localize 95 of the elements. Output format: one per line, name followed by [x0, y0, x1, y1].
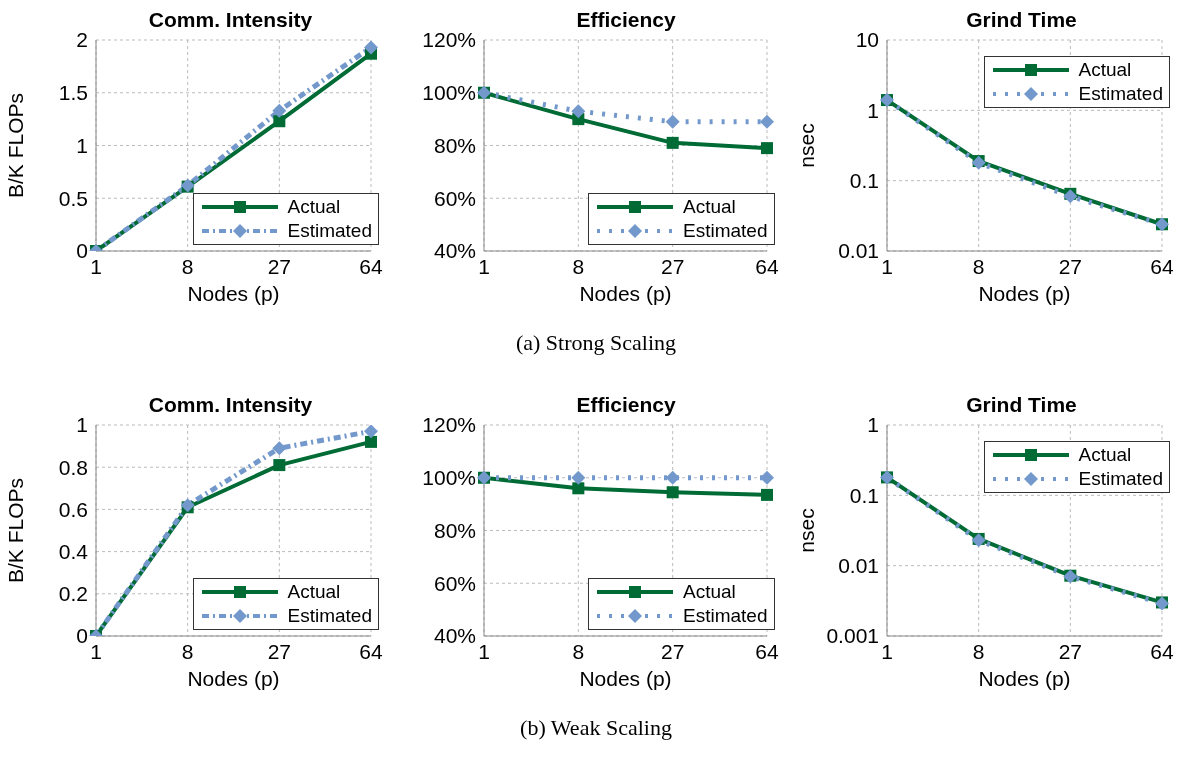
y-tick-label: 0.01: [838, 239, 879, 263]
point: [364, 40, 378, 55]
x-axis-title: Nodes (p): [578, 282, 672, 305]
x-tick-label: 27: [660, 254, 684, 278]
y-tick-label: 0.1: [849, 169, 879, 193]
x-axis-title: Nodes (p): [578, 667, 672, 690]
y-tick-label: 60%: [433, 186, 476, 210]
text: (b) Weak Scaling: [519, 715, 673, 741]
y-tick-label: 0.4: [58, 540, 89, 564]
text: (a) Strong Scaling: [514, 330, 678, 356]
y-tick-label: 80%: [433, 133, 476, 157]
chart-title: Grind Time: [966, 393, 1077, 416]
point: [273, 459, 286, 472]
y-tick-label: 0.8: [58, 455, 88, 479]
point: [666, 486, 679, 499]
y-tick-label: 100%: [421, 466, 476, 490]
legend-label: Estimated: [287, 220, 372, 242]
legend-label: Actual: [1078, 444, 1132, 466]
point: [760, 488, 773, 501]
point: [272, 103, 287, 118]
x-axis-title: Nodes (p): [187, 282, 280, 305]
legend-label: Estimated: [683, 605, 768, 627]
legend-label: Estimated: [1078, 468, 1163, 490]
y-tick-label: 1: [76, 133, 88, 157]
legend-label: Actual: [287, 196, 341, 218]
legend-label: Actual: [683, 581, 736, 603]
x-tick-label: 64: [359, 639, 383, 663]
point: [760, 142, 773, 155]
y-tick-label: 1: [867, 413, 879, 437]
x-tick-label: 64: [754, 639, 779, 663]
y-axis-title: B/K FLOPs: [4, 477, 28, 584]
point: [272, 441, 287, 456]
y-tick-label: 40%: [433, 624, 476, 648]
y-tick-label: 0: [76, 624, 88, 648]
y-tick-label: 0.2: [58, 582, 88, 606]
point: [570, 470, 585, 485]
x-tick-label: 64: [1150, 639, 1174, 663]
legend-label: Actual: [683, 196, 736, 218]
point: [665, 470, 680, 485]
point: [571, 482, 584, 495]
legend-label: Actual: [287, 581, 341, 603]
x-tick-label: 8: [972, 254, 985, 278]
x-axis-title: Nodes (p): [187, 667, 280, 690]
legend-label: Estimated: [1078, 83, 1163, 105]
y-tick-label: 1: [867, 98, 879, 122]
y-tick-label: 1: [76, 413, 88, 437]
y-tick-label: 120%: [421, 28, 476, 52]
legend-label: Estimated: [287, 605, 372, 627]
point: [665, 114, 680, 129]
legend-label: Actual: [1078, 59, 1132, 81]
point: [273, 115, 286, 128]
y-tick-label: 120%: [421, 413, 476, 437]
point: [570, 104, 585, 119]
point: [759, 114, 774, 129]
y-tick-label: 0.5: [58, 186, 88, 210]
legend-label: Estimated: [683, 220, 768, 242]
x-tick-label: 27: [267, 254, 292, 278]
y-tick-label: 0: [76, 239, 88, 263]
y-tick-label: 0.001: [826, 624, 879, 648]
point: [666, 136, 679, 149]
x-tick-label: 27: [267, 639, 292, 663]
x-tick-label: 8: [972, 639, 985, 663]
y-tick-label: 60%: [433, 571, 476, 595]
x-tick-label: 27: [660, 639, 684, 663]
x-axis-title: Nodes (p): [978, 282, 1071, 305]
y-axis-title: nsec: [795, 123, 819, 168]
point: [1063, 189, 1078, 204]
chart-title: Grind Time: [966, 8, 1077, 31]
x-tick-label: 64: [359, 254, 383, 278]
x-tick-label: 27: [1058, 639, 1083, 663]
x-tick-label: 27: [1058, 254, 1083, 278]
y-axis-title: B/K FLOPs: [4, 92, 28, 199]
y-tick-label: 1.5: [58, 81, 88, 105]
x-tick-label: 8: [571, 639, 584, 663]
chart-title: Efficiency: [576, 8, 676, 31]
y-axis-title: nsec: [795, 508, 819, 553]
y-tick-label: 0.01: [838, 554, 879, 578]
y-tick-label: 80%: [433, 518, 476, 542]
x-tick-label: 8: [181, 639, 194, 663]
y-tick-label: 0.1: [849, 483, 879, 507]
y-tick-label: 100%: [421, 81, 476, 105]
point: [364, 425, 378, 439]
y-tick-label: 2: [76, 28, 88, 52]
y-tick-label: 40%: [433, 239, 476, 263]
x-tick-label: 64: [754, 254, 779, 278]
x-tick-label: 64: [1150, 254, 1174, 278]
y-tick-label: 0.6: [58, 497, 88, 521]
point: [365, 435, 377, 448]
x-tick-label: 8: [571, 254, 584, 278]
chart-title: Comm. Intensity: [148, 393, 313, 416]
y-tick-label: 10: [855, 28, 879, 52]
x-axis-title: Nodes (p): [978, 667, 1071, 690]
chart-title: Efficiency: [576, 393, 676, 416]
chart-title: Comm. Intensity: [148, 8, 313, 31]
x-tick-label: 8: [181, 254, 194, 278]
